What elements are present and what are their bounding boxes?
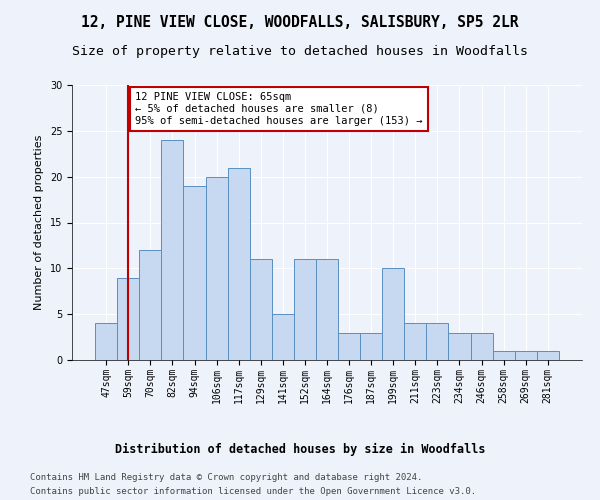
Bar bbox=[515, 351, 537, 360]
Text: Contains HM Land Registry data © Crown copyright and database right 2024.: Contains HM Land Registry data © Crown c… bbox=[30, 472, 422, 482]
Text: 12, PINE VIEW CLOSE, WOODFALLS, SALISBURY, SP5 2LR: 12, PINE VIEW CLOSE, WOODFALLS, SALISBUR… bbox=[81, 15, 519, 30]
Bar bbox=[537, 351, 559, 360]
Bar bbox=[338, 332, 360, 360]
Bar bbox=[448, 332, 470, 360]
Bar bbox=[95, 324, 117, 360]
Bar bbox=[493, 351, 515, 360]
Bar bbox=[227, 168, 250, 360]
Y-axis label: Number of detached properties: Number of detached properties bbox=[34, 135, 44, 310]
Text: Size of property relative to detached houses in Woodfalls: Size of property relative to detached ho… bbox=[72, 45, 528, 58]
Text: Distribution of detached houses by size in Woodfalls: Distribution of detached houses by size … bbox=[115, 442, 485, 456]
Bar bbox=[404, 324, 427, 360]
Bar bbox=[272, 314, 294, 360]
Text: 12 PINE VIEW CLOSE: 65sqm
← 5% of detached houses are smaller (8)
95% of semi-de: 12 PINE VIEW CLOSE: 65sqm ← 5% of detach… bbox=[135, 92, 422, 126]
Bar bbox=[470, 332, 493, 360]
Bar bbox=[206, 176, 227, 360]
Bar bbox=[360, 332, 382, 360]
Bar bbox=[139, 250, 161, 360]
Bar bbox=[427, 324, 448, 360]
Text: Contains public sector information licensed under the Open Government Licence v3: Contains public sector information licen… bbox=[30, 488, 476, 496]
Bar bbox=[161, 140, 184, 360]
Bar bbox=[250, 259, 272, 360]
Bar bbox=[316, 259, 338, 360]
Bar bbox=[382, 268, 404, 360]
Bar bbox=[184, 186, 206, 360]
Bar bbox=[294, 259, 316, 360]
Bar bbox=[117, 278, 139, 360]
